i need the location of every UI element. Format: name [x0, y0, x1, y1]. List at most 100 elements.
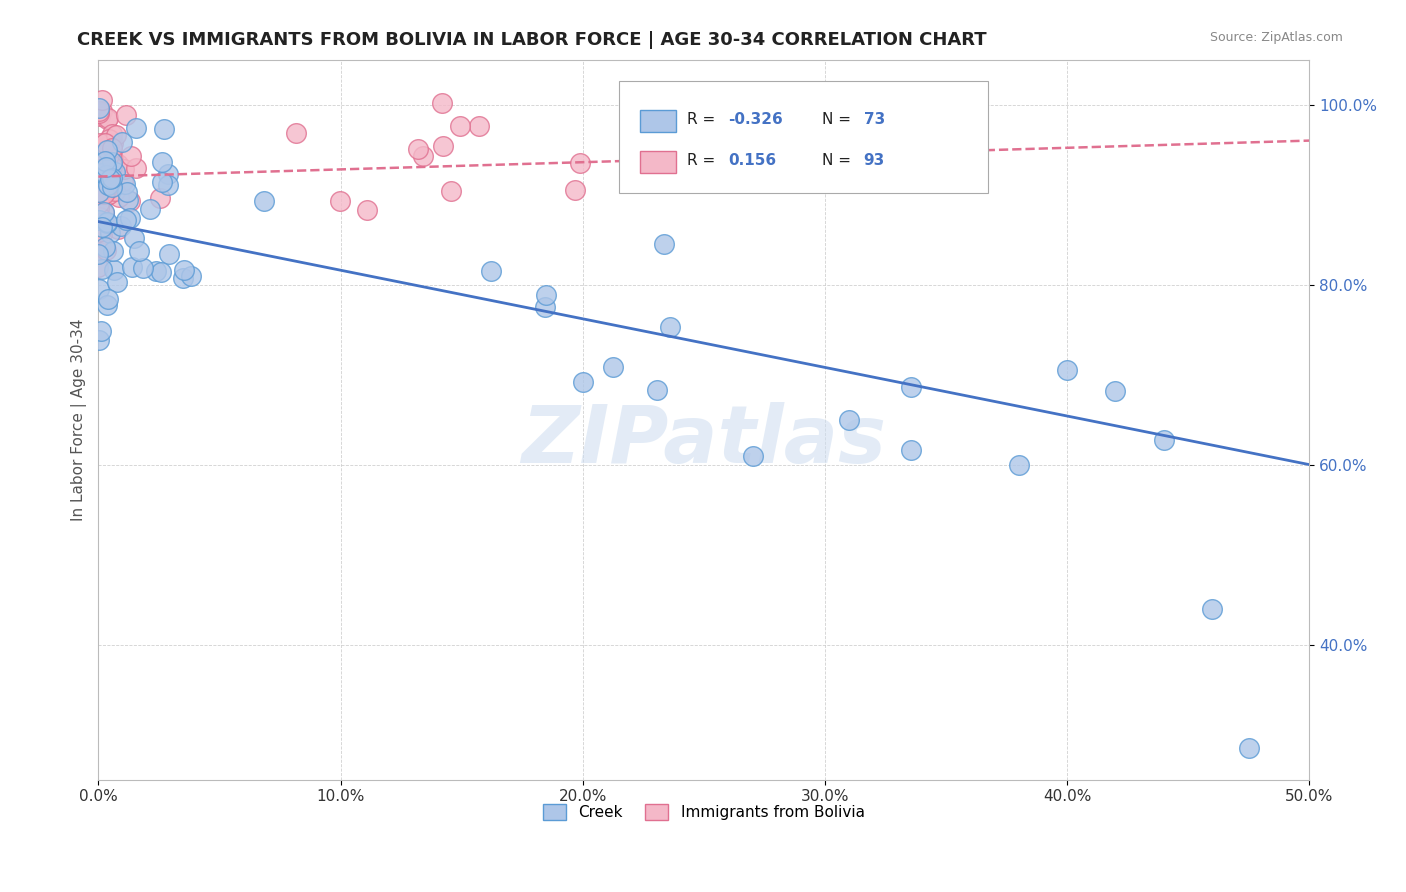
Point [94, 172, 117, 186]
Point [87, 333, 110, 347]
Point [157, 178, 180, 193]
Point [89, 136, 111, 150]
Point [96, 143, 118, 157]
Text: N =: N = [823, 112, 852, 127]
Point [87, 159, 110, 173]
Point [97, 292, 120, 306]
Point [900, 380, 922, 394]
Text: R =: R = [688, 153, 716, 168]
Point [157, 247, 180, 261]
Point [789, 155, 811, 169]
Point [108, 190, 131, 204]
Point [118, 211, 141, 226]
Text: N =: N = [823, 153, 852, 168]
Point [150, 155, 173, 169]
Text: 93: 93 [863, 153, 884, 168]
Point [97, 178, 120, 193]
Bar [640, 151, 676, 173]
Point [87, 169, 110, 184]
Point [645, 383, 668, 397]
Point [117, 194, 139, 208]
Point [96, 145, 118, 159]
Point [91, 262, 114, 277]
Point [98, 131, 121, 145]
Point [98, 172, 121, 186]
Point [93, 205, 115, 219]
Point [101, 171, 124, 186]
Point [101, 179, 124, 194]
Text: -0.326: -0.326 [728, 112, 783, 127]
Point [125, 161, 148, 175]
Point [564, 183, 586, 197]
Point [742, 449, 765, 463]
Point [115, 108, 138, 122]
Point [172, 271, 194, 285]
Point [432, 139, 454, 153]
Point [93, 205, 115, 219]
Text: CREEK VS IMMIGRANTS FROM BOLIVIA IN LABOR FORCE | AGE 30-34 CORRELATION CHART: CREEK VS IMMIGRANTS FROM BOLIVIA IN LABO… [77, 31, 987, 49]
Point [100, 170, 122, 185]
Point [87, 171, 110, 186]
Point [94, 240, 117, 254]
Point [103, 164, 125, 178]
Point [87, 148, 110, 162]
Point [112, 174, 135, 188]
Point [93, 215, 115, 229]
Point [900, 443, 922, 458]
Point [96, 189, 118, 203]
Point [90, 186, 112, 201]
Point [87, 160, 110, 174]
Point [96, 180, 118, 194]
Point [440, 184, 463, 198]
Point [87, 172, 110, 186]
Point [91, 141, 114, 155]
Text: R =: R = [688, 112, 716, 127]
Point [98, 138, 121, 153]
Point [121, 260, 143, 275]
Point [87, 102, 110, 116]
Point [87, 260, 110, 274]
Point [479, 264, 502, 278]
Point [568, 156, 591, 170]
Point [91, 103, 114, 118]
Point [96, 112, 118, 126]
Point [89, 244, 111, 259]
Point [103, 244, 125, 258]
Point [111, 135, 134, 149]
Point [91, 220, 114, 235]
Point [89, 184, 111, 198]
Point [90, 324, 112, 338]
Point [572, 376, 595, 390]
Point [533, 300, 555, 314]
Point [706, 155, 728, 169]
Point [96, 298, 118, 312]
Point [1237, 741, 1260, 756]
Point [101, 159, 124, 173]
Point [356, 202, 378, 217]
Point [100, 141, 122, 155]
Point [96, 244, 118, 258]
Point [253, 194, 276, 208]
Point [128, 244, 150, 259]
Point [103, 167, 125, 181]
Point [1153, 433, 1175, 447]
Point [89, 155, 111, 169]
Point [90, 227, 112, 241]
Point [89, 163, 111, 178]
Point [112, 161, 135, 176]
Point [90, 186, 112, 200]
Point [838, 413, 860, 427]
Point [91, 158, 114, 172]
Bar [640, 110, 676, 132]
Point [87, 175, 110, 189]
Point [89, 105, 111, 120]
Point [89, 159, 111, 173]
Point [1201, 601, 1223, 615]
Point [406, 142, 429, 156]
Point [96, 215, 118, 229]
Point [87, 103, 110, 118]
Point [87, 212, 110, 227]
Point [449, 119, 471, 133]
Point [89, 136, 111, 151]
Point [89, 282, 111, 296]
